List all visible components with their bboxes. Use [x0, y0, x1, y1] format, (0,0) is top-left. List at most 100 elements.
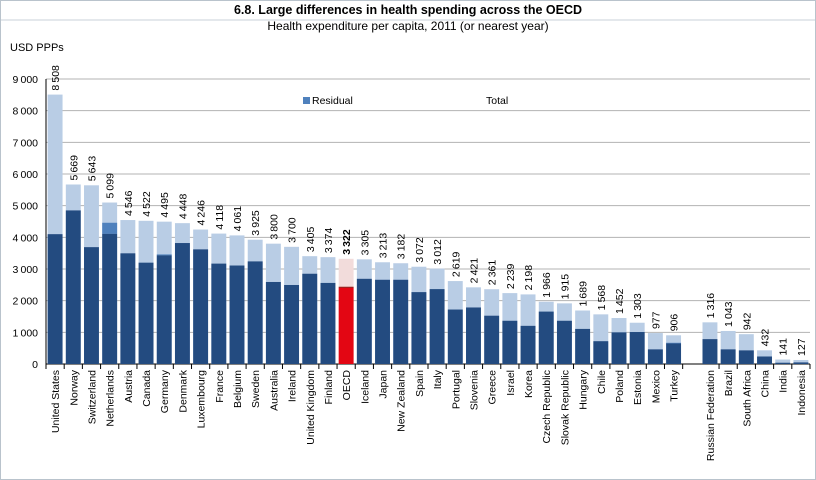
bar-dark: [429, 289, 445, 364]
legend-swatch-residual: [303, 97, 310, 104]
category-label: Russian Federation: [705, 370, 717, 461]
bar-dark: [575, 328, 591, 364]
bar-dark: [647, 349, 663, 364]
value-label: 3 305: [359, 230, 371, 256]
value-label: 4 118: [214, 205, 226, 230]
bar-residual: [102, 222, 118, 234]
value-label: 2 619: [450, 251, 462, 277]
category-label: New Zealand: [396, 370, 408, 432]
value-label: 3 925: [250, 210, 262, 236]
y-tick-label: 4 000: [13, 232, 39, 244]
category-label: Japan: [378, 370, 390, 399]
bar-total: [775, 359, 791, 364]
y-tick-label: 6 000: [13, 169, 39, 181]
y-tick-label: 0: [32, 359, 38, 371]
category-label: Chile: [596, 370, 608, 394]
bar-residual: [156, 254, 172, 256]
category-label: Slovak Republic: [559, 370, 571, 445]
bar-dark: [538, 311, 554, 364]
value-label: 5 099: [105, 173, 117, 199]
legend-residual: Residual: [312, 95, 353, 107]
value-label: 4 246: [196, 200, 208, 226]
bar-residual: [338, 286, 354, 288]
bar-dark: [211, 263, 227, 364]
bar-dark: [174, 243, 190, 364]
category-label: Belgium: [232, 370, 244, 408]
legend-total: Total: [486, 95, 508, 107]
category-label: Ireland: [287, 370, 299, 402]
bar-dark: [356, 278, 372, 364]
value-label: 3 072: [414, 237, 426, 263]
bar-dark: [47, 234, 63, 364]
bar-dark: [338, 288, 354, 364]
value-label: 8 508: [50, 65, 62, 91]
bar-dark: [302, 273, 318, 364]
y-tick-label: 8 000: [13, 106, 39, 118]
bar-dark: [757, 356, 772, 364]
bar-dark: [229, 265, 245, 364]
bar-dark: [502, 320, 518, 364]
category-label: China: [760, 370, 772, 398]
value-label: 3 182: [396, 234, 408, 260]
y-tick-label: 3 000: [13, 264, 39, 276]
bar-dark: [375, 279, 390, 364]
value-label: 3 213: [378, 233, 390, 259]
value-label: 3 374: [323, 228, 335, 254]
bar-dark: [556, 320, 572, 364]
category-label: Finland: [323, 370, 335, 405]
bar-dark: [484, 315, 500, 364]
value-label: 1 043: [723, 301, 735, 327]
category-label: Germany: [159, 369, 171, 413]
category-label: Netherlands: [105, 370, 117, 427]
value-label: 906: [669, 314, 681, 332]
bar-dark: [393, 279, 409, 364]
category-label: Turkey: [669, 369, 681, 401]
value-label: 1 689: [578, 281, 590, 307]
chart-subtitle: Health expenditure per capita, 2011 (or …: [267, 19, 548, 33]
bar-dark: [666, 343, 682, 364]
category-label: Switzerland: [86, 370, 98, 424]
category-label: Estonia: [632, 370, 644, 405]
category-label: Israel: [505, 370, 517, 396]
value-label: 2 361: [487, 260, 499, 286]
bar-dark: [265, 281, 281, 364]
value-label: 3 700: [287, 217, 299, 243]
value-label: 2 239: [505, 263, 517, 289]
bar-dark: [138, 262, 154, 364]
y-tick-label: 2 000: [13, 296, 39, 308]
y-tick-label: 9 000: [13, 74, 39, 86]
category-label: Norway: [68, 369, 80, 405]
y-axis-label: USD PPPs: [10, 42, 64, 54]
value-label: 1 915: [559, 274, 571, 300]
value-label: 1 303: [632, 293, 644, 319]
value-label: 4 546: [123, 190, 135, 216]
bar-dark: [775, 362, 791, 364]
value-label: 3 405: [305, 227, 317, 253]
bar-total: [793, 359, 809, 364]
value-label: 3 012: [432, 239, 444, 265]
category-label: Spain: [414, 370, 426, 397]
bar-dark: [156, 255, 172, 364]
bar-dark: [520, 325, 536, 364]
bar-dark: [247, 261, 263, 364]
bar-dark: [447, 309, 463, 364]
category-label: Austria: [123, 370, 135, 403]
bar-dark: [593, 341, 609, 364]
category-label: OECD: [341, 370, 353, 401]
category-label: Indonesia: [796, 370, 808, 416]
category-label: Czech Republic: [541, 370, 553, 444]
bar-dark: [466, 307, 481, 364]
category-label: Brazil: [723, 370, 735, 396]
legend: Residual Total: [303, 95, 508, 107]
value-label: 4 448: [177, 194, 189, 220]
category-label: Denmark: [177, 369, 189, 412]
category-label: India: [778, 370, 790, 393]
category-label: United Kingdom: [305, 370, 317, 445]
category-label: France: [214, 370, 226, 403]
bar-dark: [284, 284, 300, 364]
value-label: 942: [741, 312, 753, 330]
bar-dark: [411, 292, 427, 364]
category-label: Poland: [614, 370, 626, 403]
bar-dark: [65, 210, 81, 364]
